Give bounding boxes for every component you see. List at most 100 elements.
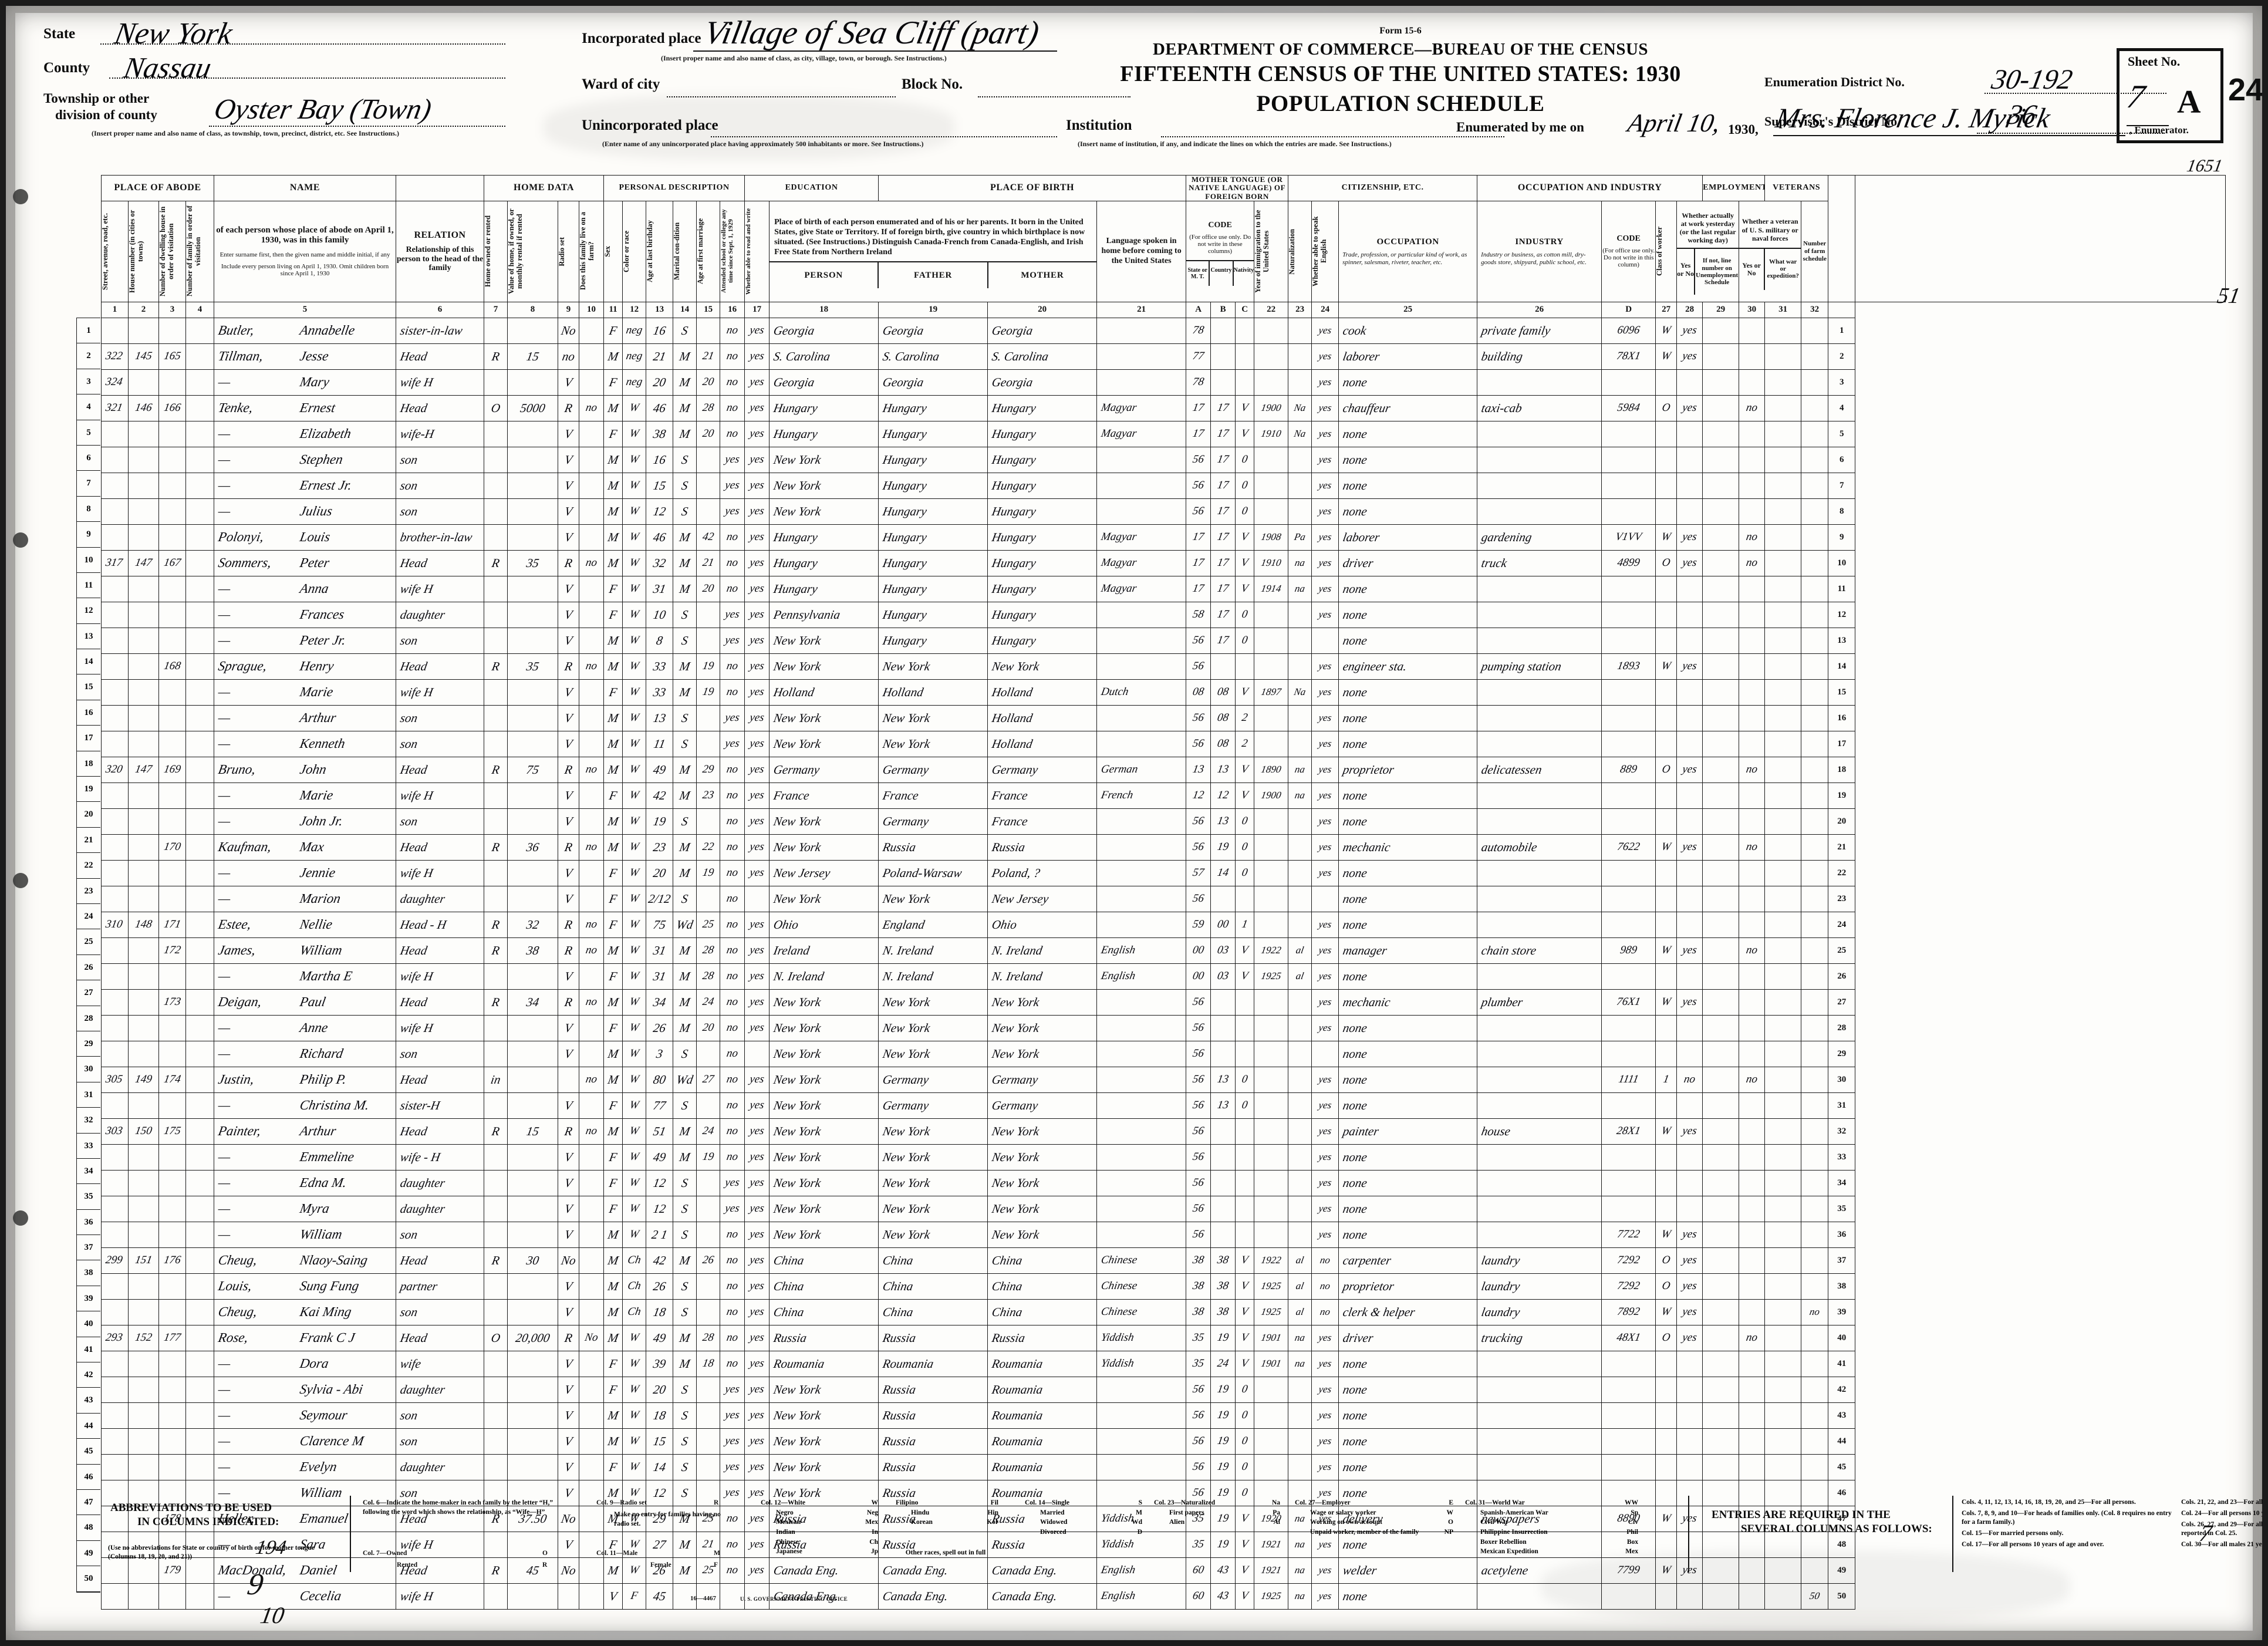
cell-ca-text: 56	[1192, 634, 1206, 647]
margin-note-top: 1651	[2185, 156, 2224, 176]
cell-own	[484, 1402, 508, 1429]
cell-eng: yes	[1311, 808, 1339, 835]
cell-work-text: yes	[1681, 1306, 1698, 1318]
cell-age-text: 19	[652, 814, 667, 828]
cell-mother: Russia	[987, 834, 1098, 861]
cell-tongue	[1096, 472, 1187, 499]
cell-work	[1676, 627, 1703, 654]
cell-eng: yes	[1311, 1144, 1339, 1171]
cell-ind: laundry	[1477, 1247, 1602, 1274]
line-number-cell: 34	[77, 1159, 100, 1185]
cell-farm-text: no	[585, 944, 598, 957]
cell-work	[1676, 420, 1703, 447]
county-value: Nassau	[121, 51, 214, 84]
cell-own-text: O	[490, 400, 502, 415]
cell-father: Germany	[878, 1092, 988, 1119]
cell-cls: O	[1655, 1273, 1678, 1300]
cell-occ: none	[1338, 1092, 1478, 1119]
footer-col12b-note: Other races, spell out in full	[905, 1549, 986, 1556]
col-number-18: 18	[769, 301, 879, 318]
cell-occ: none	[1338, 730, 1478, 757]
cell-radio: V	[558, 1273, 580, 1300]
cell-house	[128, 627, 159, 654]
cell-cls: W	[1655, 1221, 1678, 1248]
cell-cc-text: V	[1240, 1306, 1250, 1318]
cell-cc: 0	[1235, 1092, 1255, 1119]
census-paper: State New York County Nassau Township or…	[13, 13, 2268, 1631]
cell-relation: son	[396, 1298, 485, 1325]
cell-vet	[1739, 1298, 1766, 1325]
cell-farm	[579, 446, 605, 473]
cell-ind: delicatessen	[1477, 756, 1602, 783]
cell-dwell	[158, 446, 186, 473]
cell-pob-text: Russia	[772, 1330, 808, 1345]
cell-ind: pumping station	[1477, 653, 1602, 680]
cell-agem: 21	[696, 343, 721, 370]
cell-street	[101, 1221, 129, 1248]
cell-ca-text: 59	[1192, 918, 1206, 931]
cell-pob: China	[769, 1273, 879, 1300]
cell-rw: yes	[744, 575, 770, 602]
cell-race-text: neg	[625, 350, 644, 363]
cell-code-text: 7292	[1616, 1254, 1641, 1267]
cell-cc	[1235, 1144, 1255, 1171]
cell-surname: Painter,	[217, 1124, 262, 1139]
cell-war	[1764, 1040, 1802, 1067]
cell-unemp	[1702, 1092, 1740, 1119]
cell-rw-text: yes	[748, 918, 765, 931]
cell-code: 7292	[1601, 1247, 1656, 1274]
cell-cb: 19	[1210, 1376, 1236, 1403]
cell-farms	[1801, 679, 1829, 706]
cell-mother: Russia	[987, 1324, 1098, 1351]
cell-cc: 0	[1235, 498, 1255, 525]
cell-sex-text: M	[606, 814, 620, 828]
cell-tongue: English	[1096, 963, 1187, 990]
cell-imm: 1925	[1254, 1273, 1289, 1300]
cell-ind	[1477, 1014, 1602, 1041]
cell-cls: W	[1655, 317, 1678, 344]
cell-work: yes	[1676, 989, 1703, 1016]
cell-farms	[1801, 1505, 1829, 1532]
cell-name: Sprague, Henry	[214, 653, 397, 680]
line-number-cell: 31	[77, 1082, 100, 1108]
cell-sex: M	[603, 808, 623, 835]
cell-code-text: 6096	[1616, 324, 1641, 337]
cell-pob-text: New York	[772, 710, 822, 725]
cell-ca-text: 17	[1192, 582, 1206, 595]
cell-mother-text: Ohio	[991, 917, 1018, 932]
cell-relation-text: son	[399, 633, 419, 647]
cell-ind-text: laundry	[1480, 1253, 1521, 1267]
cell-tongue	[1096, 911, 1187, 938]
cell-surname: —	[217, 814, 232, 829]
cell-code	[1601, 808, 1656, 835]
line-number-cell: 10	[77, 548, 100, 573]
footer-entries-list-2: Cols. 21, 22, and 23—For all foreign-bor…	[2181, 1498, 2268, 1551]
cell-age-text: 20	[652, 1382, 667, 1397]
cell-value: 36	[507, 834, 559, 861]
cell-cls	[1655, 679, 1678, 706]
cell-fam	[185, 756, 215, 783]
cell-farms	[1801, 1118, 1829, 1145]
col-20-mother: MOTHER	[1021, 270, 1064, 280]
cell-marital: M	[673, 653, 697, 680]
cell-marital-text: M	[678, 581, 691, 596]
line-number-cell: 18	[77, 751, 100, 777]
cell-radio-text: No	[560, 323, 577, 338]
cell-agem: 21	[696, 549, 721, 576]
cell-value	[507, 1273, 559, 1300]
cell-occ: none	[1338, 704, 1478, 731]
cell-own-text: R	[491, 659, 501, 673]
cell-marital-text: S	[680, 1459, 690, 1474]
cell-pob: Pennsylvania	[769, 601, 879, 628]
cell-cls	[1655, 730, 1678, 757]
cell-marital-text: M	[678, 426, 691, 441]
cell-fam	[185, 1531, 215, 1558]
cell-marital-text: M	[678, 555, 691, 570]
cell-value	[507, 369, 559, 396]
cell-race-text: W	[628, 427, 640, 440]
cell-code	[1601, 704, 1656, 731]
cell-imm: 1922	[1254, 937, 1289, 964]
footer-col12-key: Japanese	[776, 1548, 802, 1556]
cell-cc-text: 2	[1241, 711, 1249, 724]
